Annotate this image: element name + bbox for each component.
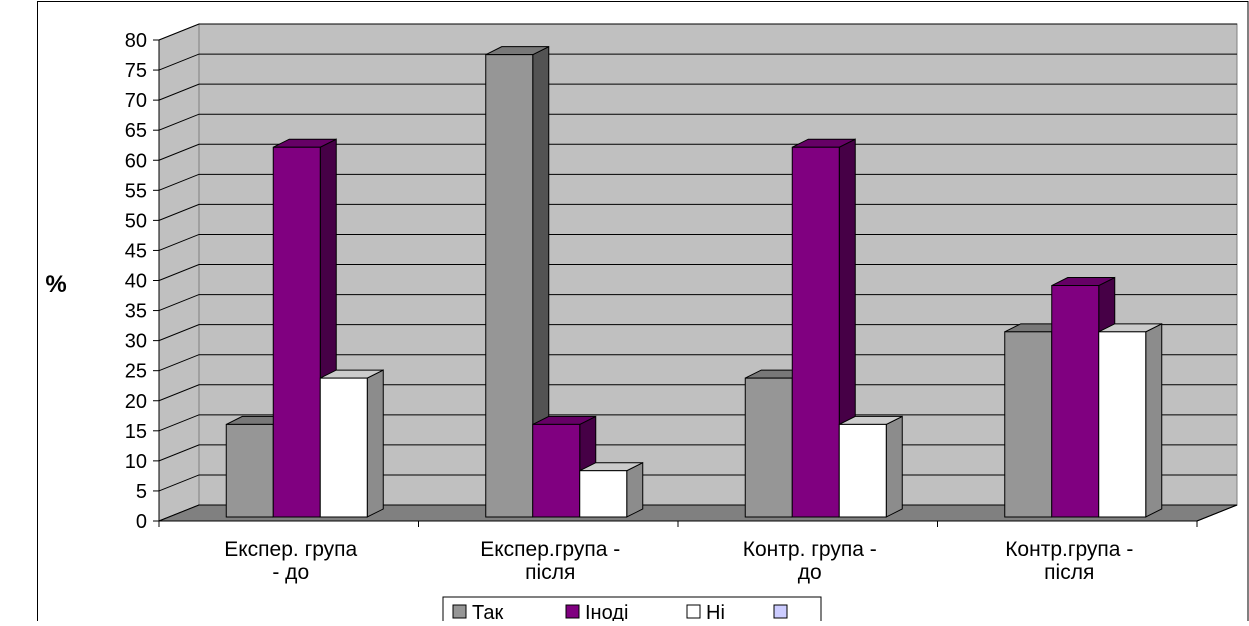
y-tick-label: 5 xyxy=(136,481,147,503)
gridline xyxy=(158,233,1237,251)
chart-frame xyxy=(37,1,1249,621)
x-category-label-line: Контр. група - xyxy=(743,538,877,561)
legend: Так Іноді Ні xyxy=(442,596,822,624)
x-category-label-line: Експер.група - xyxy=(480,538,620,561)
y-tick-label: 70 xyxy=(125,90,147,112)
y-tick-label: 75 xyxy=(125,60,147,82)
y-tick-label: 25 xyxy=(125,361,147,383)
legend-swatch xyxy=(773,604,788,619)
y-tick-label: 45 xyxy=(125,240,147,262)
bar-side xyxy=(366,369,384,518)
x-category-label: Контр. група -до xyxy=(743,538,877,584)
x-category-label-line: Експер. група xyxy=(224,538,357,561)
bar-front xyxy=(225,423,274,518)
gridline xyxy=(158,23,1237,41)
y-tick-label: 40 xyxy=(125,271,147,293)
bar xyxy=(272,138,337,518)
bar-side xyxy=(885,415,903,518)
x-category-label-line: після xyxy=(1044,561,1094,584)
y-tick-label: 65 xyxy=(125,120,147,142)
bar-front xyxy=(579,470,628,518)
bar-front xyxy=(532,423,581,518)
gridline xyxy=(158,354,1237,372)
gridline xyxy=(158,384,1237,402)
x-category-label: Контр.група -після xyxy=(1005,538,1133,584)
y-tick-label: 10 xyxy=(125,451,147,473)
bar-side xyxy=(1145,323,1163,518)
y-tick-label: 60 xyxy=(125,150,147,172)
bar-front xyxy=(1051,285,1100,518)
bar-front xyxy=(791,146,840,518)
gridline xyxy=(158,324,1237,342)
y-axis-label: % xyxy=(45,271,66,298)
legend-label: Так xyxy=(472,602,503,621)
bar xyxy=(1098,323,1163,518)
gridline xyxy=(158,83,1237,101)
y-tick-label: 80 xyxy=(125,30,147,52)
x-category-label-line: Контр.група - xyxy=(1005,538,1133,561)
gridline xyxy=(158,143,1237,161)
bar-side xyxy=(626,461,644,518)
legend-swatch xyxy=(686,604,701,619)
gridline xyxy=(158,414,1237,432)
bar xyxy=(485,45,550,518)
bar xyxy=(838,415,903,518)
gridline xyxy=(158,203,1237,221)
bar xyxy=(319,369,384,518)
x-category-label-line: до xyxy=(798,561,822,584)
bar-front xyxy=(1004,331,1053,518)
y-tick-label: 30 xyxy=(125,331,147,353)
gridline xyxy=(158,264,1237,281)
legend-label: Ні xyxy=(706,602,725,621)
gridline xyxy=(158,113,1237,131)
y-tick-label: 20 xyxy=(125,391,147,413)
x-category-label: Експер.група -після xyxy=(480,538,620,584)
y-tick-label: 50 xyxy=(125,210,147,232)
y-tick-label: 0 xyxy=(136,511,147,533)
x-category-label: Експер. група - до xyxy=(224,538,357,584)
gridline xyxy=(158,53,1237,71)
floor-edge xyxy=(1196,504,1238,522)
bar-front xyxy=(485,54,534,518)
gridline xyxy=(158,173,1237,191)
bar-front xyxy=(319,377,368,518)
x-category-label-line: - до xyxy=(272,561,309,584)
legend-frame xyxy=(442,596,822,621)
legend-swatch xyxy=(452,604,467,619)
x-category-label-line: після xyxy=(525,561,575,584)
legend-swatch xyxy=(565,604,580,619)
legend-label: Іноді xyxy=(585,602,628,621)
y-tick-label: 55 xyxy=(125,180,147,202)
y-tick-label: 35 xyxy=(125,301,147,323)
bar-front xyxy=(744,377,793,518)
bar-front xyxy=(272,146,321,518)
bar xyxy=(579,461,644,518)
bar-front xyxy=(1098,331,1147,518)
bar-front xyxy=(838,423,887,518)
gridline xyxy=(158,294,1237,312)
y-tick-label: 15 xyxy=(125,421,147,443)
